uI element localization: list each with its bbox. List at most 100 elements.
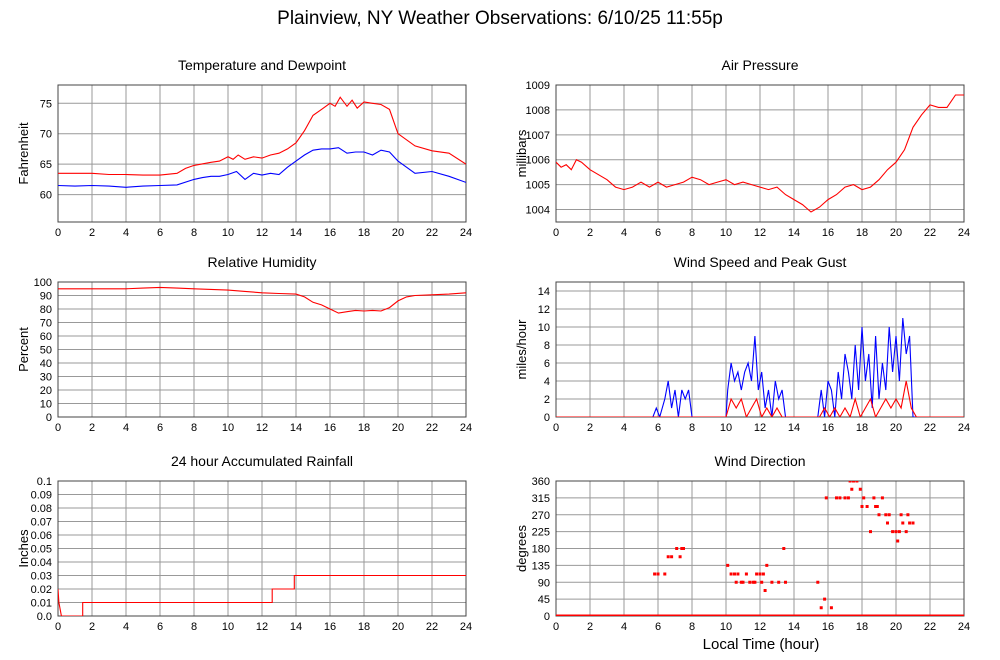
scatter-point	[739, 580, 743, 584]
x-tick-label: 10	[222, 227, 234, 239]
x-tick-label: 24	[460, 227, 472, 239]
y-tick-label: 135	[532, 560, 550, 572]
scatter-point	[884, 513, 888, 517]
y-tick-label: 10	[538, 322, 550, 334]
y-tick-label: 60	[40, 331, 52, 343]
x-tick-label: 18	[358, 422, 370, 434]
x-tick-label: 0	[553, 621, 559, 633]
scatter-point	[653, 572, 657, 576]
scatter-point	[761, 572, 765, 576]
scatter-point	[755, 572, 759, 576]
scatter-point	[744, 572, 748, 576]
series-line-0	[556, 317, 964, 417]
x-tick-label: 8	[191, 422, 197, 434]
x-tick-label: 20	[890, 621, 902, 633]
y-tick-label: 60	[40, 190, 52, 202]
x-tick-label: 0	[553, 227, 559, 239]
scatter-point	[891, 530, 895, 534]
x-tick-label: 0	[55, 422, 61, 434]
scatter-point	[729, 572, 733, 576]
chart-pressure: 0 2 4 6 8 10 12 14 16 18 20 22 241004100510061007100…	[514, 57, 970, 239]
chart-direction: 0 2 4 6 8 10 12 14 16 18 20 22 240459013518022527031…	[514, 453, 970, 633]
y-tick-label: 360	[532, 476, 550, 488]
plot-frame	[555, 281, 965, 418]
x-tick-label: 24	[958, 422, 970, 434]
x-tick-label: 18	[358, 227, 370, 239]
x-tick-label: 4	[621, 227, 627, 239]
scatter-point	[675, 547, 679, 550]
scatter-point	[906, 513, 910, 517]
y-tick-label: 75	[40, 98, 52, 110]
x-tick-label: 16	[324, 621, 336, 633]
scatter-point	[765, 563, 769, 567]
scatter-point	[838, 496, 842, 500]
x-tick-label: 24	[958, 621, 970, 633]
y-tick-label: 8	[544, 340, 550, 352]
scatter-point	[823, 597, 827, 601]
x-tick-label: 10	[222, 621, 234, 633]
x-tick-label: 24	[460, 422, 472, 434]
y-tick-label: 20	[40, 385, 52, 397]
series-line-1	[58, 147, 466, 188]
y-axis-label: degrees	[514, 525, 529, 572]
scatter-point	[869, 530, 872, 534]
chart-title: Air Pressure	[721, 57, 798, 73]
x-tick-label: 12	[754, 621, 766, 633]
y-tick-label: 50	[40, 345, 52, 357]
y-tick-label: 70	[40, 318, 52, 330]
scatter-point	[656, 572, 660, 576]
chart-rain: 0 2 4 6 8 10 12 14 16 18 20 22 240.00.010.020.030.04…	[16, 453, 472, 633]
scatter-series	[556, 481, 964, 616]
y-tick-label: 0.02	[31, 584, 52, 596]
scatter-point	[896, 539, 900, 543]
chart-title: Wind Direction	[714, 453, 805, 469]
x-tick-label: 18	[856, 422, 868, 434]
x-tick-label: 6	[157, 227, 163, 239]
x-tick-label: 10	[222, 422, 234, 434]
scatter-point	[865, 505, 869, 508]
x-tick-label: 22	[426, 422, 438, 434]
x-tick-label: 20	[890, 422, 902, 434]
series-line-0	[58, 96, 466, 176]
scatter-point	[751, 580, 755, 584]
y-tick-label: 30	[40, 372, 52, 384]
y-tick-label: 0	[544, 611, 550, 623]
y-axis-label: Fahrenheit	[16, 122, 31, 185]
y-tick-label: 0.0	[37, 611, 52, 623]
y-tick-label: 90	[538, 577, 550, 589]
chart-title: Relative Humidity	[208, 254, 317, 270]
x-tick-label: 22	[426, 621, 438, 633]
x-tick-label: 2	[89, 621, 95, 633]
scatter-point	[680, 547, 684, 550]
x-tick-label: 6	[655, 227, 661, 239]
x-tick-label: 18	[856, 227, 868, 239]
y-tick-label: 0.05	[31, 544, 52, 556]
x-tick-label: 22	[924, 227, 936, 239]
chart-title: Temperature and Dewpoint	[178, 57, 346, 73]
x-tick-label: 10	[720, 621, 732, 633]
scatter-point	[678, 555, 682, 559]
x-tick-label: 14	[290, 227, 302, 239]
scatter-point	[852, 481, 855, 483]
y-tick-label: 40	[40, 358, 52, 370]
y-axis-label: millibars	[514, 129, 529, 177]
x-tick-label: 20	[392, 227, 404, 239]
scatter-point	[777, 580, 781, 584]
x-tick-label: 16	[324, 422, 336, 434]
x-tick-label: 8	[689, 422, 695, 434]
scatter-point	[894, 530, 898, 534]
x-tick-label: 14	[290, 422, 302, 434]
scatter-point	[726, 563, 730, 567]
y-tick-label: 70	[40, 129, 52, 141]
scatter-point	[908, 521, 912, 525]
scatter-point	[784, 580, 787, 584]
x-tick-label: 10	[720, 422, 732, 434]
x-tick-label: 2	[89, 422, 95, 434]
scatter-point	[819, 606, 823, 610]
x-tick-label: 20	[392, 422, 404, 434]
scatter-point	[758, 572, 762, 576]
y-axis-label: miles/hour	[514, 319, 529, 380]
y-tick-label: 180	[532, 544, 550, 556]
y-tick-label: 14	[538, 286, 550, 298]
x-tick-label: 6	[157, 621, 163, 633]
